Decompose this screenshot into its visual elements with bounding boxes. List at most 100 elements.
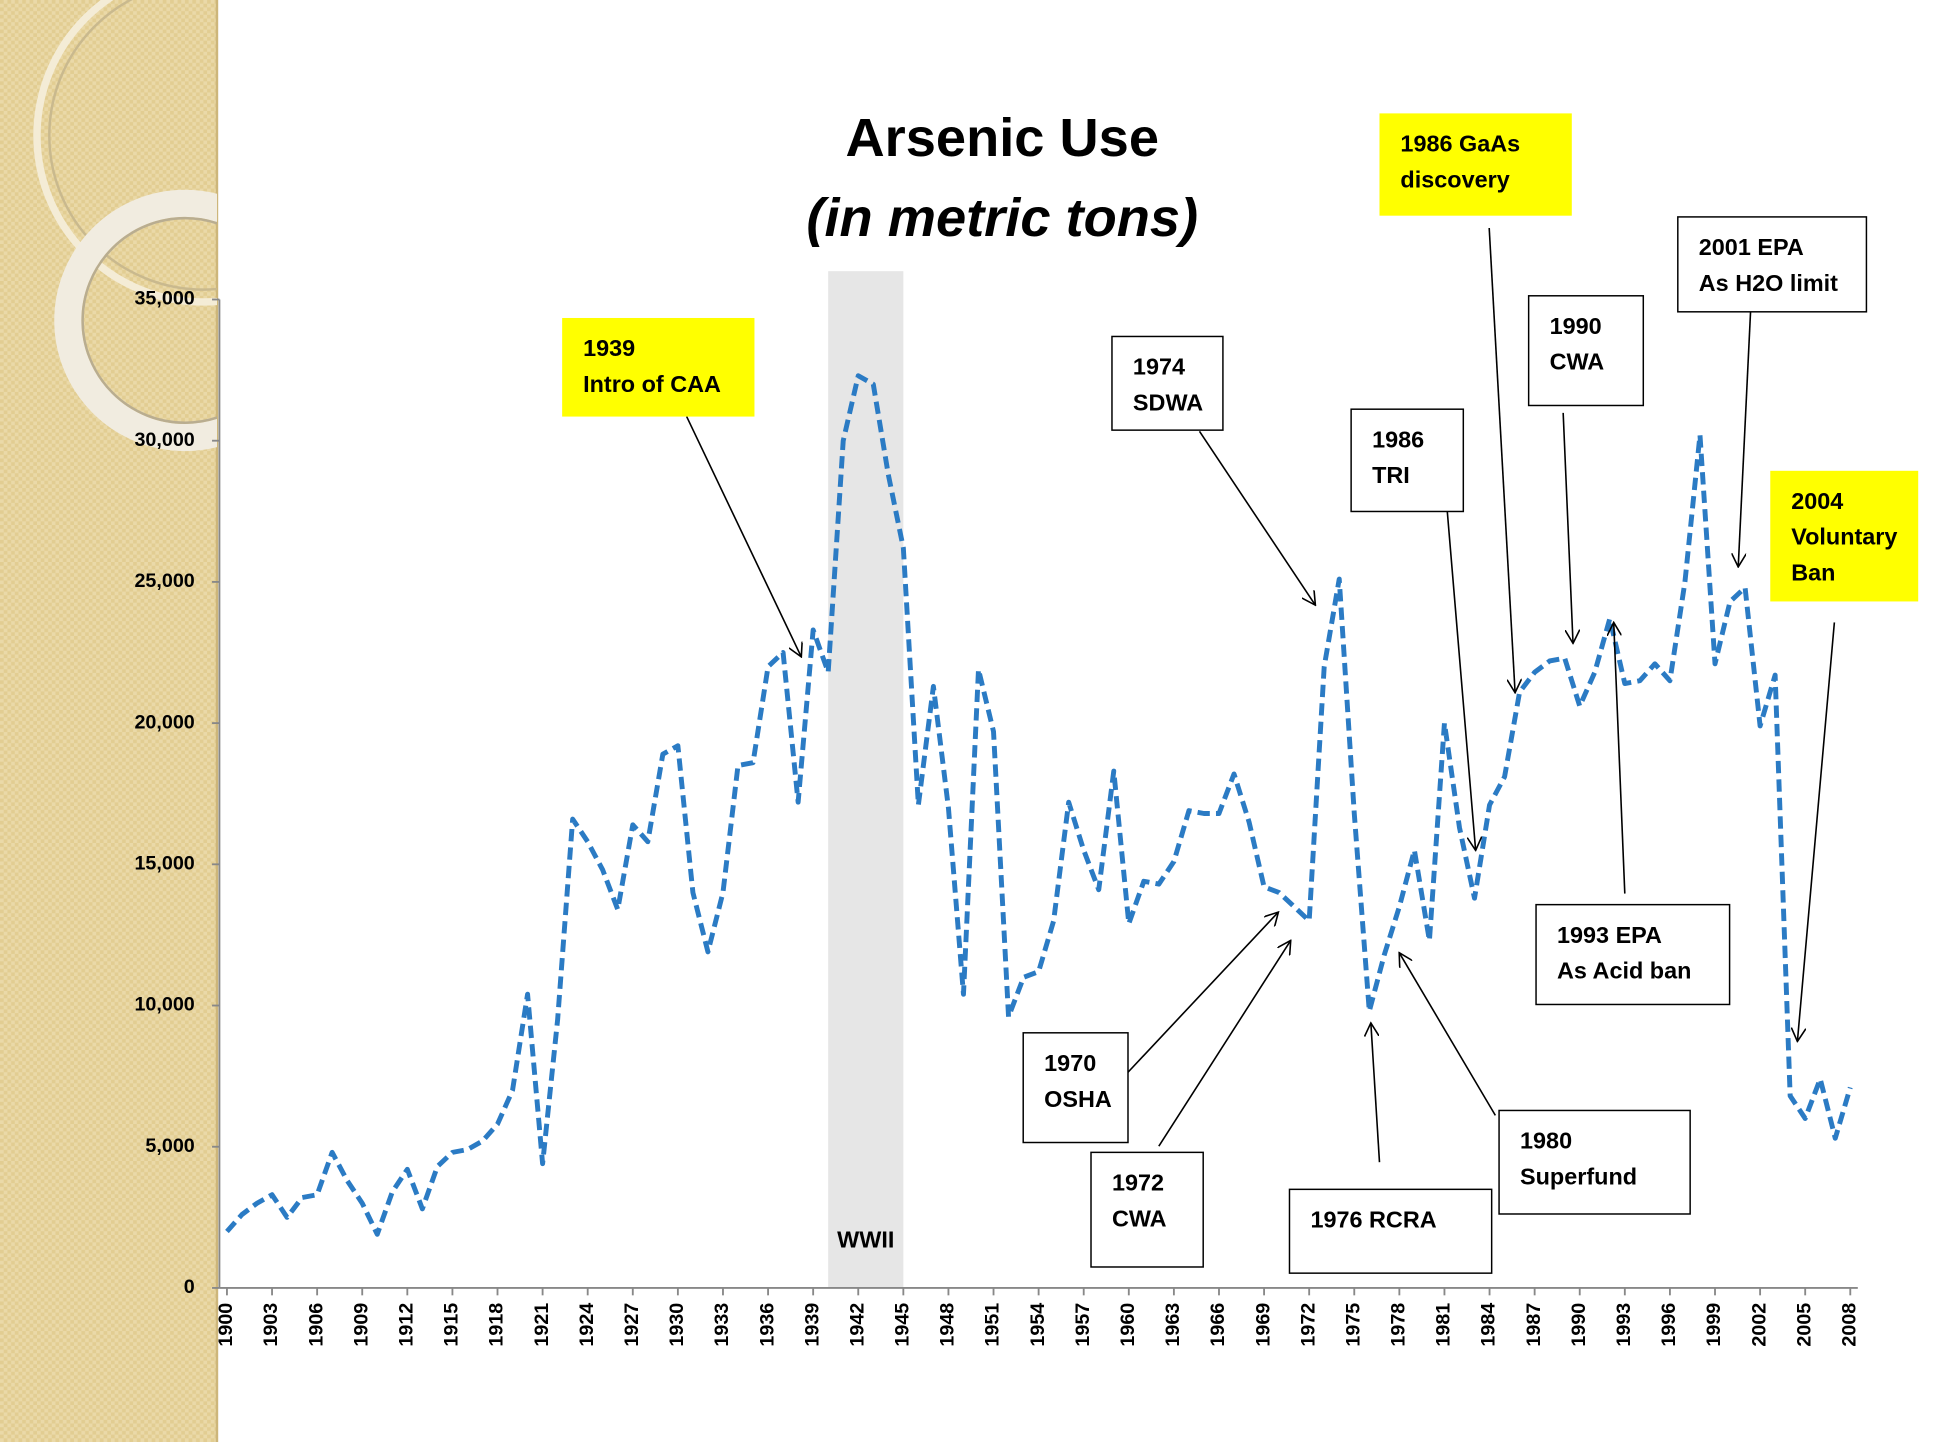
x-tick-label: 1963 (1162, 1303, 1184, 1347)
y-tick-label: 15,000 (134, 853, 194, 875)
annotation-text: Superfund (1520, 1163, 1637, 1189)
y-tick-label: 20,000 (134, 711, 194, 733)
annotation-text: 2004 (1791, 488, 1843, 514)
x-tick-label: 1966 (1207, 1303, 1229, 1347)
x-tick-label: 1969 (1252, 1303, 1274, 1347)
annotation-box (1288, 1188, 1493, 1274)
x-tick-label: 1951 (982, 1303, 1004, 1347)
annotation-arrow (1198, 430, 1315, 605)
annotation-text: SDWA (1133, 389, 1203, 415)
annotation-text: 1976 RCRA (1310, 1207, 1436, 1233)
annotation-text: Intro of CAA (583, 371, 721, 397)
annotation-arrow (1446, 511, 1475, 850)
annotation-arrow (1371, 1023, 1381, 1163)
x-tick-label: 1975 (1342, 1303, 1364, 1347)
annotation: 1974 SDWA (1111, 335, 1315, 605)
annotation-text: TRI (1372, 462, 1410, 488)
x-tick-label: 2005 (1793, 1303, 1815, 1347)
annotation-box (1535, 903, 1731, 1006)
annotation: 1980 Superfund (1399, 953, 1691, 1215)
annotation: 1986 TRI (1350, 408, 1476, 850)
y-tick-label: 0 (184, 1276, 195, 1298)
shaded-region-label: WWII (837, 1226, 894, 1252)
annotation-text: 1970 (1044, 1050, 1096, 1076)
x-tick-label: 1996 (1658, 1303, 1680, 1347)
annotation-arrow (1158, 940, 1291, 1147)
annotation-arrow (1562, 412, 1573, 643)
annotation-box (1527, 295, 1645, 407)
x-tick-label: 1915 (441, 1303, 463, 1347)
x-tick-label: 1909 (350, 1303, 372, 1347)
x-tick-label: 2002 (1748, 1303, 1770, 1347)
x-tick-label: 1948 (937, 1303, 959, 1347)
x-tick-label: 1987 (1523, 1303, 1545, 1347)
annotation: 2001 EPA As H2O limit (1677, 216, 1868, 567)
annotation-arrow (1399, 953, 1497, 1116)
annotation-arrow (1614, 622, 1626, 894)
x-tick-label: 1903 (260, 1303, 282, 1347)
data-line (225, 373, 1853, 1237)
annotation-text: 1986 GaAs (1400, 131, 1520, 157)
annotation-box (1022, 1032, 1129, 1144)
x-tick-label: 1927 (621, 1303, 643, 1347)
x-tick-label: 1933 (711, 1303, 733, 1347)
annotation: 1939 Intro of CAA (562, 317, 802, 657)
x-tick-label: 1957 (1072, 1303, 1094, 1347)
annotation-text: 1980 (1520, 1128, 1572, 1154)
annotation-box (1498, 1109, 1691, 1215)
x-tick-label: 1930 (666, 1303, 688, 1347)
annotation: 1990 CWA (1527, 295, 1645, 644)
annotation-arrow (1797, 622, 1836, 1041)
x-tick-label: 1999 (1703, 1303, 1725, 1347)
annotation-box (562, 317, 755, 417)
x-tick-label: 1990 (1568, 1303, 1590, 1347)
y-tick-label: 35,000 (134, 288, 194, 310)
y-tick-label: 5,000 (145, 1135, 194, 1157)
x-tick-label: 1924 (576, 1303, 598, 1347)
x-tick-label: 2008 (1838, 1303, 1860, 1347)
x-tick-label: 1918 (486, 1303, 508, 1347)
annotation: 1970 OSHA (1022, 912, 1278, 1144)
annotation-text: 1993 EPA (1557, 922, 1662, 948)
shaded-region (828, 271, 904, 1288)
annotation-text: OSHA (1044, 1086, 1112, 1112)
annotation-arrow (685, 416, 802, 657)
chart-subtitle: (in metric tons) (806, 188, 1198, 248)
annotation-text: 1939 (583, 335, 635, 361)
x-tick-label: 1981 (1433, 1303, 1455, 1347)
annotation-text: discovery (1400, 166, 1509, 192)
x-tick-label: 1936 (756, 1303, 778, 1347)
chart-title: Arsenic Use (846, 108, 1159, 168)
annotation: 1993 EPA As Acid ban (1535, 622, 1731, 1006)
annotation-text: 2001 EPA (1699, 234, 1804, 260)
annotation-text: As Acid ban (1557, 958, 1691, 984)
annotation-text: 1974 (1133, 354, 1185, 380)
x-tick-label: 1978 (1388, 1303, 1410, 1347)
annotation: 2004 Voluntary Ban (1770, 470, 1919, 1042)
annotation-text: 1986 (1372, 426, 1424, 452)
annotation-box (1350, 408, 1465, 513)
annotation-text: Voluntary (1791, 524, 1897, 550)
x-tick-label: 1945 (892, 1303, 914, 1347)
annotation-box (1090, 1151, 1204, 1268)
annotation-arrow (1127, 912, 1278, 1073)
annotation: 1972 CWA (1090, 940, 1291, 1268)
x-tick-label: 1972 (1297, 1303, 1319, 1347)
x-tick-label: 1906 (305, 1303, 327, 1347)
annotation-arrow (1488, 227, 1515, 693)
annotation-box (1677, 216, 1868, 313)
x-tick-label: 1954 (1027, 1303, 1049, 1347)
y-tick-label: 25,000 (134, 570, 194, 592)
x-tick-label: 1993 (1613, 1303, 1635, 1347)
annotation-text: CWA (1550, 349, 1605, 375)
annotation-arrow (1738, 311, 1752, 567)
annotation-text: Ban (1791, 560, 1835, 586)
x-tick-label: 1960 (1117, 1303, 1139, 1347)
x-tick-label: 1942 (846, 1303, 868, 1347)
annotation-box (1379, 113, 1572, 216)
x-tick-label: 1939 (801, 1303, 823, 1347)
annotation-text: As H2O limit (1699, 270, 1838, 296)
annotation-text: CWA (1112, 1205, 1167, 1231)
